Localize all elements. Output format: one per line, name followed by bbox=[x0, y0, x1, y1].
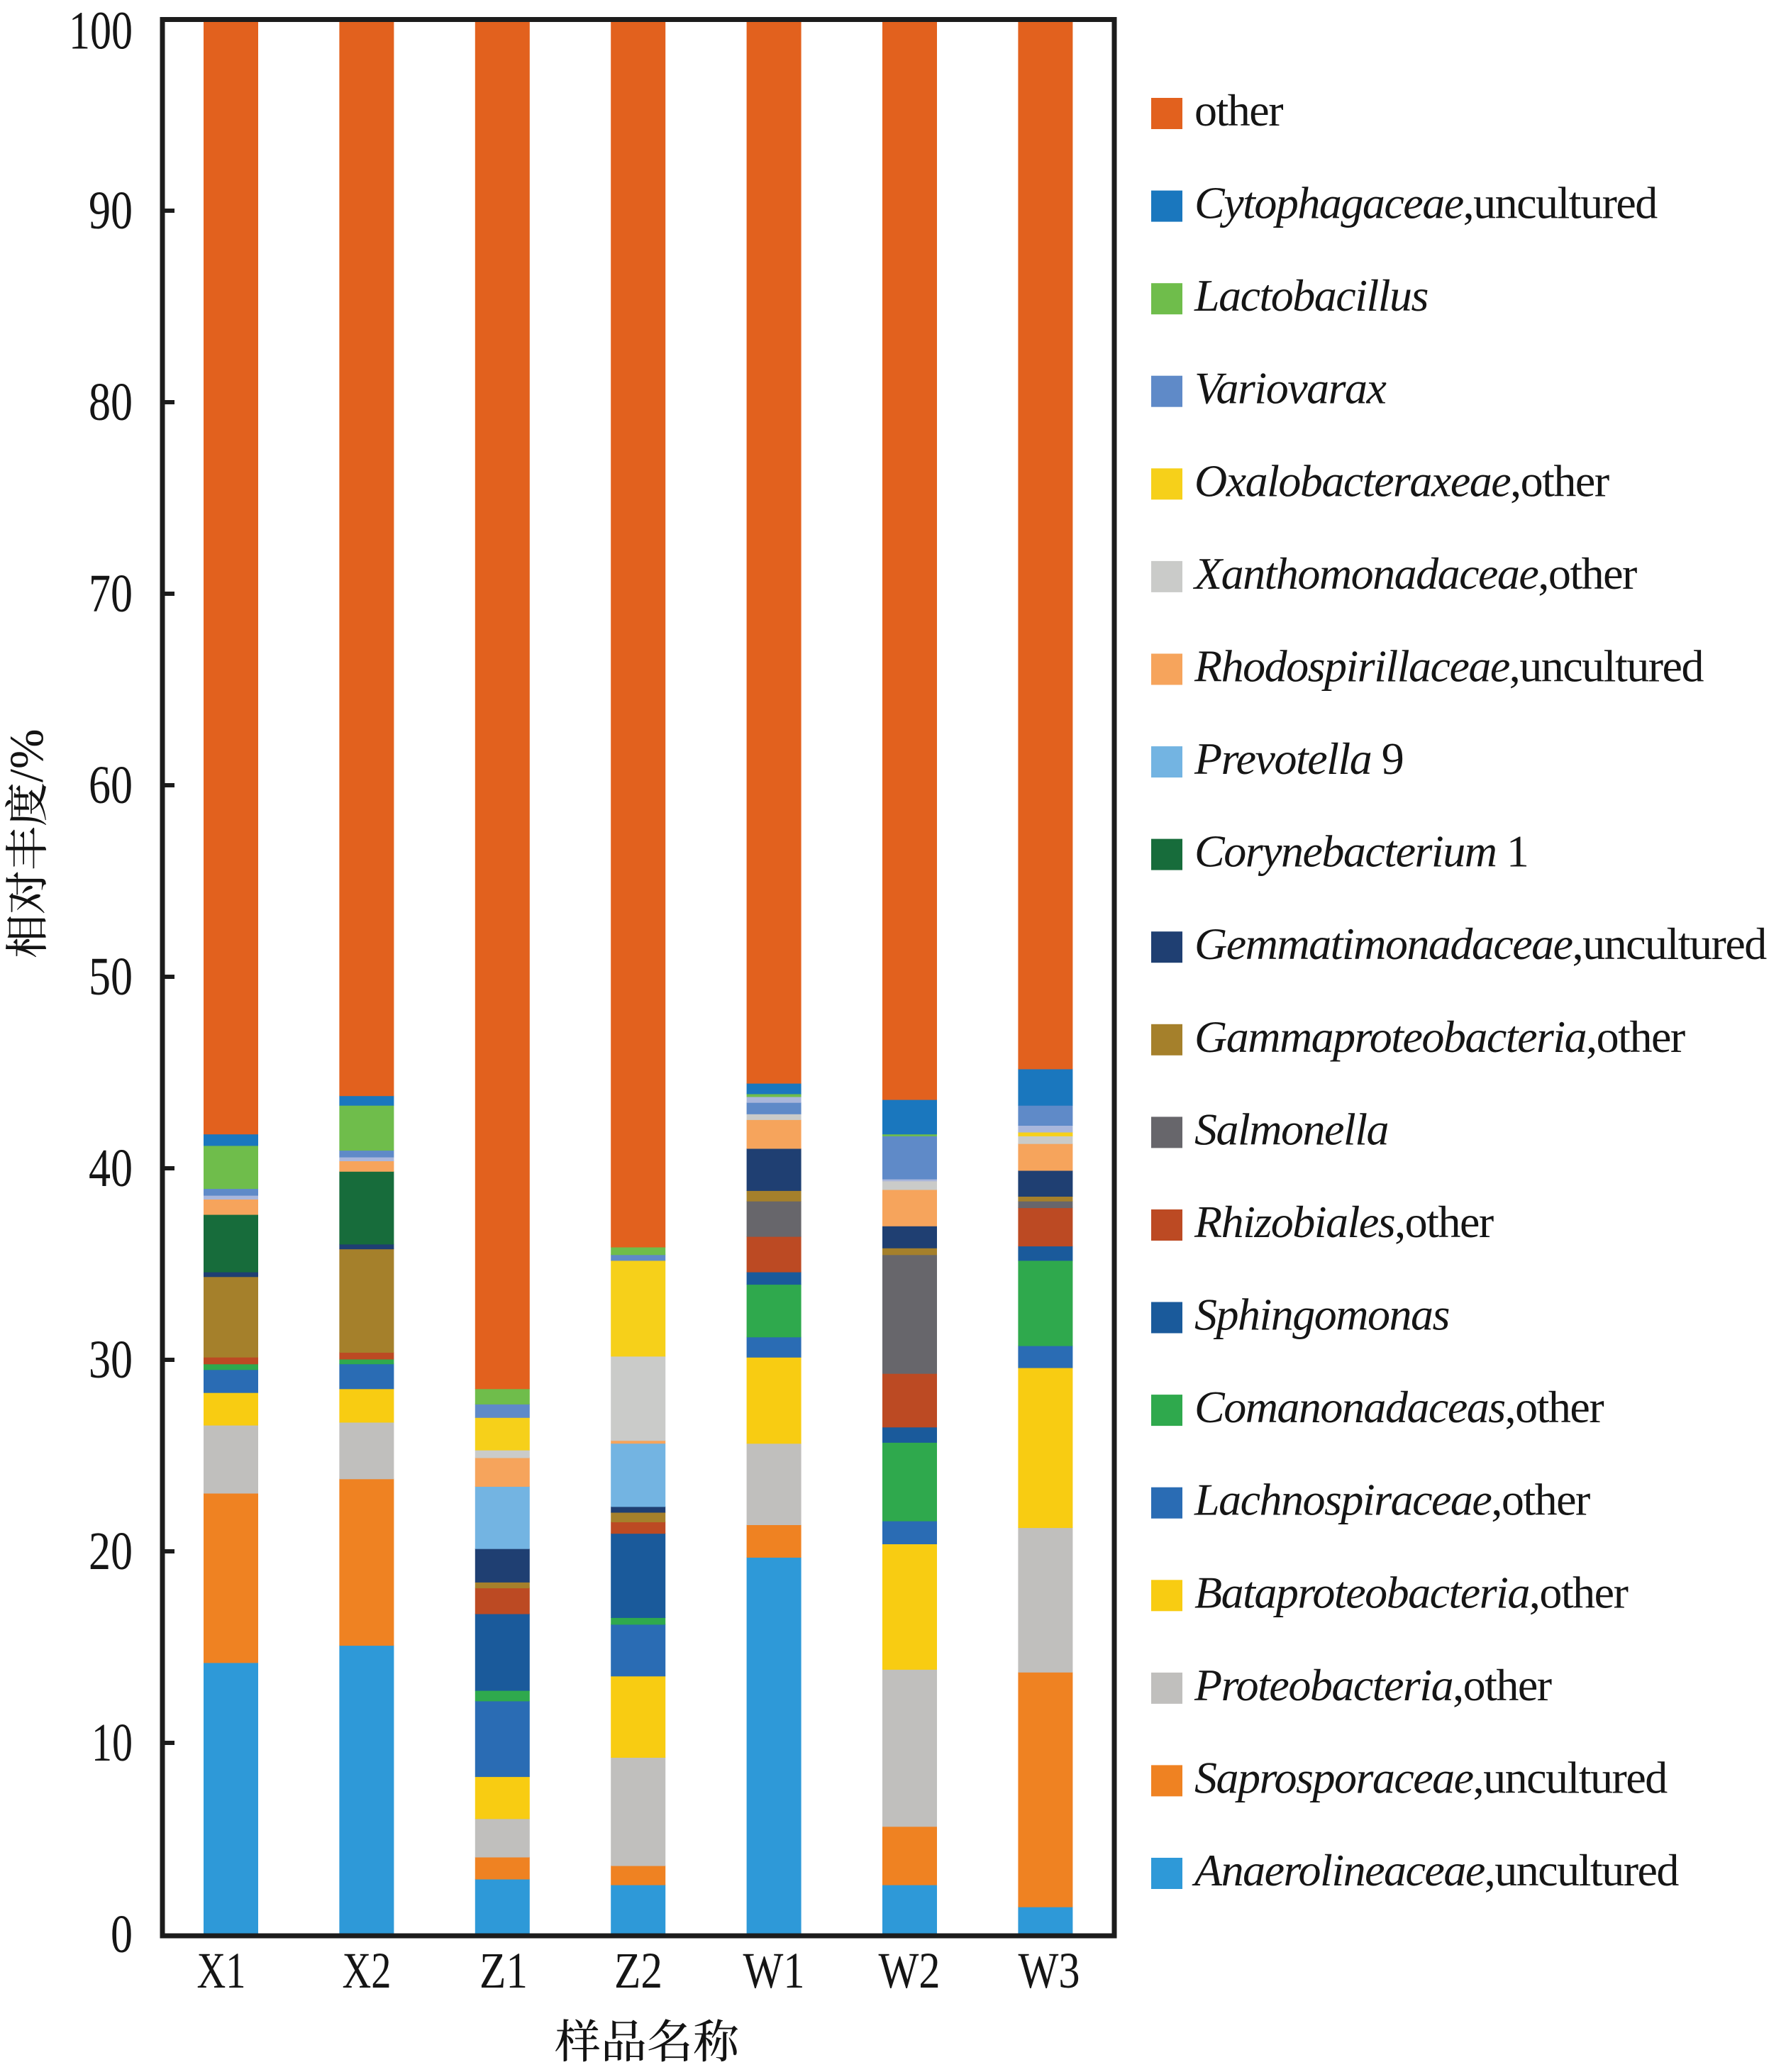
svg-text:Rhodospirillaceae,uncultured: Rhodospirillaceae,uncultured bbox=[1194, 641, 1704, 692]
svg-text:X1: X1 bbox=[197, 1942, 246, 1999]
svg-text:80: 80 bbox=[89, 372, 133, 432]
svg-text:Comanonadaceas,other: Comanonadaceas,other bbox=[1194, 1382, 1604, 1432]
svg-text:Cytophagaceae,uncultured: Cytophagaceae,uncultured bbox=[1194, 178, 1658, 228]
svg-text:100: 100 bbox=[69, 1, 133, 61]
svg-text:50: 50 bbox=[89, 947, 133, 1007]
svg-text:Gammaproteobacteria,other: Gammaproteobacteria,other bbox=[1194, 1012, 1685, 1062]
svg-text:W3: W3 bbox=[1019, 1942, 1080, 1999]
svg-text:0: 0 bbox=[111, 1905, 133, 1964]
svg-text:10: 10 bbox=[91, 1713, 133, 1773]
svg-text:Variovarax: Variovarax bbox=[1194, 363, 1387, 414]
svg-text:Salmonella: Salmonella bbox=[1194, 1104, 1388, 1154]
svg-text:Proteobacteria,other: Proteobacteria,other bbox=[1194, 1660, 1552, 1710]
svg-text:other: other bbox=[1194, 85, 1283, 135]
svg-text:Bataproteobacteria,other: Bataproteobacteria,other bbox=[1194, 1567, 1629, 1617]
svg-text:Prevotella 9: Prevotella 9 bbox=[1194, 733, 1403, 784]
svg-text:40: 40 bbox=[89, 1139, 133, 1198]
svg-text:Sphingomonas: Sphingomonas bbox=[1194, 1290, 1449, 1340]
svg-text:/%: /% bbox=[0, 728, 53, 782]
svg-text:30: 30 bbox=[89, 1330, 133, 1390]
svg-text:Corynebacterium 1: Corynebacterium 1 bbox=[1194, 826, 1528, 877]
svg-text:60: 60 bbox=[89, 755, 133, 815]
svg-text:Gemmatimonadaceae,uncultured: Gemmatimonadaceae,uncultured bbox=[1194, 919, 1767, 969]
svg-text:Lachnospiraceae,other: Lachnospiraceae,other bbox=[1194, 1475, 1590, 1525]
svg-text:90: 90 bbox=[89, 181, 133, 240]
svg-text:Oxalobacteraxeae,other: Oxalobacteraxeae,other bbox=[1194, 455, 1609, 506]
svg-text:Rhizobiales,other: Rhizobiales,other bbox=[1194, 1197, 1494, 1247]
svg-text:Lactobacillus: Lactobacillus bbox=[1194, 270, 1428, 321]
svg-text:Z2: Z2 bbox=[614, 1942, 662, 1999]
svg-text:Z1: Z1 bbox=[479, 1942, 528, 1999]
svg-text:20: 20 bbox=[89, 1522, 133, 1581]
svg-text:Saprosporaceae,uncultured: Saprosporaceae,uncultured bbox=[1194, 1752, 1668, 1802]
svg-text:Xanthomonadaceae,other: Xanthomonadaceae,other bbox=[1192, 548, 1637, 599]
svg-text:W2: W2 bbox=[879, 1942, 941, 1999]
svg-text:X2: X2 bbox=[343, 1942, 392, 1999]
svg-text:Anaerolineaceae,uncultured: Anaerolineaceae,uncultured bbox=[1192, 1845, 1679, 1895]
svg-text:70: 70 bbox=[89, 564, 133, 624]
svg-text:W1: W1 bbox=[743, 1942, 805, 1999]
